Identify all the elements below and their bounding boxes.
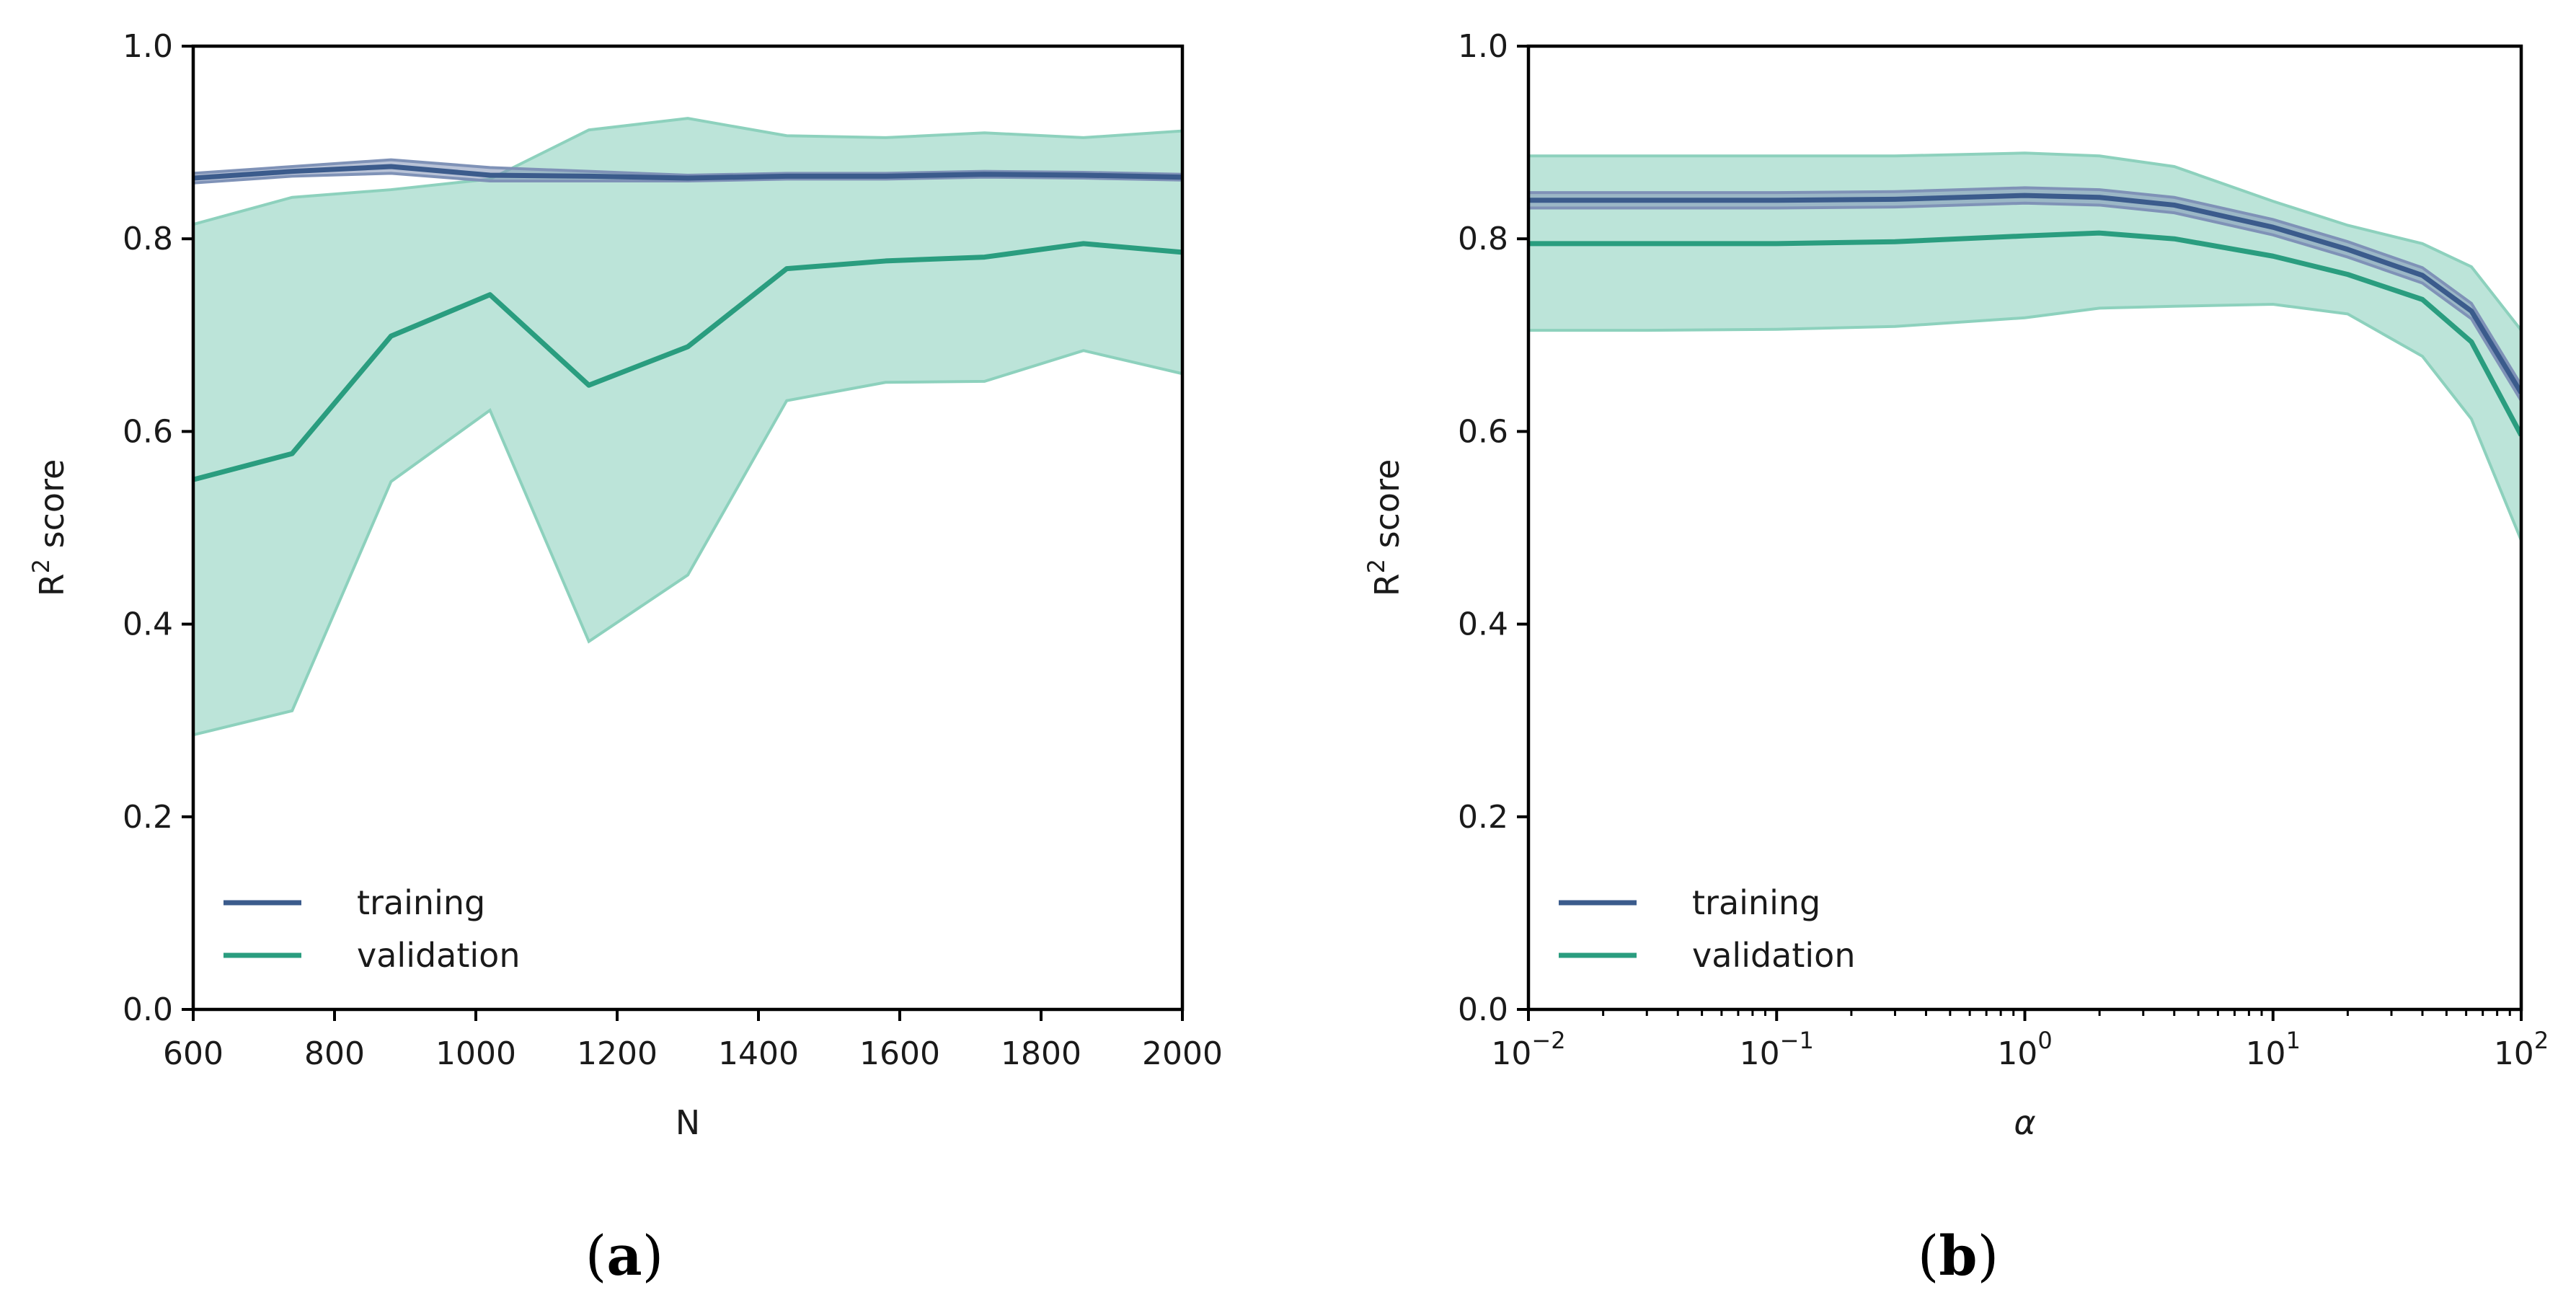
training-band-upper-edge — [193, 158, 1182, 177]
x-tick-label: 2000 — [1142, 1035, 1223, 1072]
legend-label-training: training — [357, 883, 485, 922]
x-tick-base: 10 — [2246, 1035, 2286, 1072]
panel-label-letter: a — [606, 1224, 642, 1288]
x-tick-exponent: −1 — [1780, 1027, 1814, 1054]
x-tick-exponent: 1 — [2286, 1027, 2301, 1054]
axes-frame — [191, 44, 1185, 1012]
x-tick-base: 10 — [2494, 1035, 2534, 1072]
plot-area — [193, 117, 1182, 737]
y-axis-label: R2 score — [1363, 459, 1407, 597]
y-tick-label: 0.2 — [1458, 799, 1508, 836]
validation-band-upper-edge — [193, 117, 1182, 226]
x-tick-label: 1800 — [1001, 1035, 1081, 1072]
y-tick-label: 0.0 — [123, 991, 173, 1028]
y-tick-label: 0.8 — [123, 221, 173, 257]
x-tick-exponent: −2 — [1531, 1027, 1565, 1054]
y-tick-label: 0.8 — [1458, 221, 1508, 257]
panel-label-open: ( — [585, 1224, 607, 1288]
panel-label: (a) — [585, 1224, 664, 1288]
y-axis-label-rest: score — [1368, 459, 1407, 559]
y-axis-label-rest: score — [32, 459, 71, 559]
validation-band-lower-edge — [1528, 303, 2521, 541]
y-tick-label: 1.0 — [123, 28, 173, 65]
panel-label-close: ) — [642, 1224, 664, 1288]
x-tick-label: 1000 — [435, 1035, 516, 1072]
x-axis-label: N — [676, 1103, 700, 1142]
y-tick-label: 0.6 — [123, 413, 173, 450]
legend-label-validation: validation — [1692, 936, 1855, 975]
legend-label-validation: validation — [357, 936, 520, 975]
x-tick-label: 1600 — [859, 1035, 940, 1072]
panel-label-letter: b — [1939, 1224, 1977, 1288]
x-tick-label: 600 — [163, 1035, 223, 1072]
training-line — [1528, 193, 2521, 394]
chart-panel-a: 0.0 0.2 0.4 0.6 0.8 1.0 600 800 1000 1200 1400 1600… — [27, 28, 1223, 1288]
x-tick-label: 800 — [304, 1035, 365, 1072]
y-tick-label: 0.4 — [123, 606, 173, 643]
x-tick-label: 102 — [2494, 1027, 2549, 1072]
validation-band-lower-edge — [193, 349, 1182, 737]
x-tick-base: 10 — [1997, 1035, 2037, 1072]
y-tick-label: 0.6 — [1458, 413, 1508, 450]
validation-band-upper-edge — [1528, 151, 2521, 332]
y-tick-label: 0.0 — [1458, 991, 1508, 1028]
training-band-lower-edge — [193, 172, 1182, 185]
y-tick-label: 0.2 — [123, 799, 173, 836]
y-tick-label: 0.4 — [1458, 606, 1508, 643]
panel-label-close: ) — [1978, 1224, 1999, 1288]
training-band-upper-edge — [1528, 186, 2521, 386]
legend-label-training: training — [1692, 883, 1820, 922]
validation-band — [1528, 153, 2521, 541]
validation-line — [1528, 230, 2521, 437]
y-axis-label-main: R — [1368, 573, 1407, 596]
validation-band — [193, 118, 1182, 735]
x-tick-label: 10−1 — [1740, 1027, 1814, 1072]
y-axis-label-main: R — [32, 573, 71, 596]
y-axis-label: R2 score — [27, 459, 71, 597]
x-tick-label: 10−2 — [1491, 1027, 1565, 1072]
x-tick-exponent: 0 — [2037, 1027, 2052, 1054]
panel-label: (b) — [1918, 1224, 1999, 1288]
y-axis-label-superscript: 2 — [27, 559, 55, 573]
x-tick-label: 100 — [1997, 1027, 2052, 1072]
x-tick-base: 10 — [1491, 1035, 1531, 1072]
x-tick-label: 1400 — [718, 1035, 799, 1072]
x-tick-label: 1200 — [577, 1035, 658, 1072]
x-axis-label: α — [2014, 1103, 2035, 1142]
y-axis-label-superscript: 2 — [1363, 559, 1390, 573]
x-tick-label: 101 — [2246, 1027, 2301, 1072]
plot-area — [1528, 151, 2521, 541]
x-tick-exponent: 2 — [2534, 1027, 2549, 1054]
y-tick-label: 1.0 — [1458, 28, 1508, 65]
panel-label-open: ( — [1918, 1224, 1939, 1288]
x-tick-base: 10 — [1740, 1035, 1780, 1072]
training-band-lower-edge — [1528, 201, 2521, 402]
